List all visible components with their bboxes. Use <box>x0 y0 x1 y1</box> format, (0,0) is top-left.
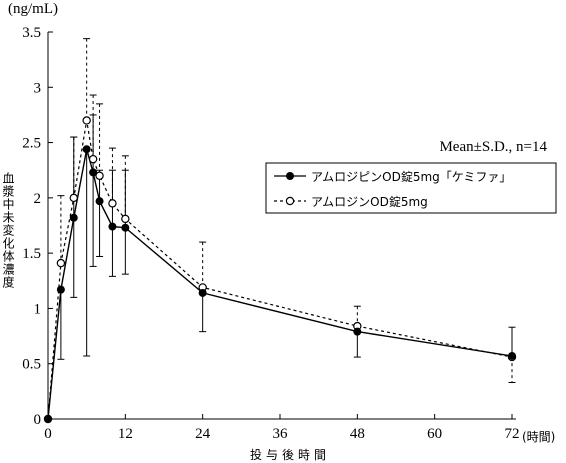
data-point-series-2 <box>82 116 91 125</box>
x-tick-label: 72 <box>505 426 520 442</box>
y-tick-label: 2.5 <box>22 136 41 152</box>
data-point-series-1 <box>353 327 362 336</box>
data-point-series-1 <box>95 197 104 206</box>
data-point-series-1 <box>89 168 98 177</box>
y-tick-label: 3.5 <box>22 25 41 41</box>
data-point-series-1 <box>44 415 52 423</box>
data-point-series-2 <box>108 199 117 208</box>
y-axis-unit: (ng/mL) <box>8 1 58 17</box>
data-points <box>43 116 517 424</box>
y-axis-label: 血漿中未変化体濃度 <box>1 172 15 289</box>
y-tick-label: 0 <box>34 412 42 428</box>
data-point-series-1 <box>69 213 78 222</box>
y-tick-label: 1.5 <box>22 246 41 262</box>
x-tick-label: 12 <box>118 426 133 442</box>
legend-marker-series-2 <box>285 196 295 206</box>
x-tick-label: 48 <box>350 426 365 442</box>
data-point-series-2 <box>56 258 66 268</box>
y-tick-label: 3 <box>34 80 42 96</box>
x-tick-label: 24 <box>195 426 211 442</box>
legend-box <box>265 162 557 214</box>
data-point-series-1 <box>198 288 207 297</box>
stats-annotation: Mean±S.D., n=14 <box>439 139 547 155</box>
data-point-series-2 <box>69 193 78 203</box>
data-point-series-1 <box>108 222 117 231</box>
x-tick-label: 36 <box>273 426 289 442</box>
axes: 0 0.5 1 1.5 2 2.5 3 3.5 0 12 24 36 48 60 72 <box>22 25 519 442</box>
data-point-series-2 <box>95 171 104 180</box>
data-point-series-2 <box>121 214 130 224</box>
legend-label-series-1: アムロジピンOD錠5mg「ケミファ」 <box>311 169 511 184</box>
x-tick-label: 0 <box>44 426 52 442</box>
data-point-series-1 <box>56 285 65 294</box>
legend: アムロジピンOD錠5mg「ケミファ」 アムロジンOD錠5mg <box>265 162 557 214</box>
series-line-2 <box>47 120 513 420</box>
data-point-series-1 <box>82 145 91 154</box>
data-point-series-2 <box>88 154 98 164</box>
x-tick-label: 60 <box>427 426 442 442</box>
y-tick-label: 2 <box>34 191 42 207</box>
x-axis-label: 投与後時間 <box>250 447 330 462</box>
x-axis-unit: (時間) <box>522 430 555 444</box>
legend-label-series-2: アムロジンOD錠5mg <box>311 194 428 209</box>
y-tick-label: 1 <box>34 301 42 317</box>
data-point-series-1 <box>508 351 516 360</box>
legend-marker-series-1 <box>286 172 294 180</box>
y-tick-label: 0.5 <box>22 357 41 373</box>
data-point-series-1 <box>121 223 130 232</box>
